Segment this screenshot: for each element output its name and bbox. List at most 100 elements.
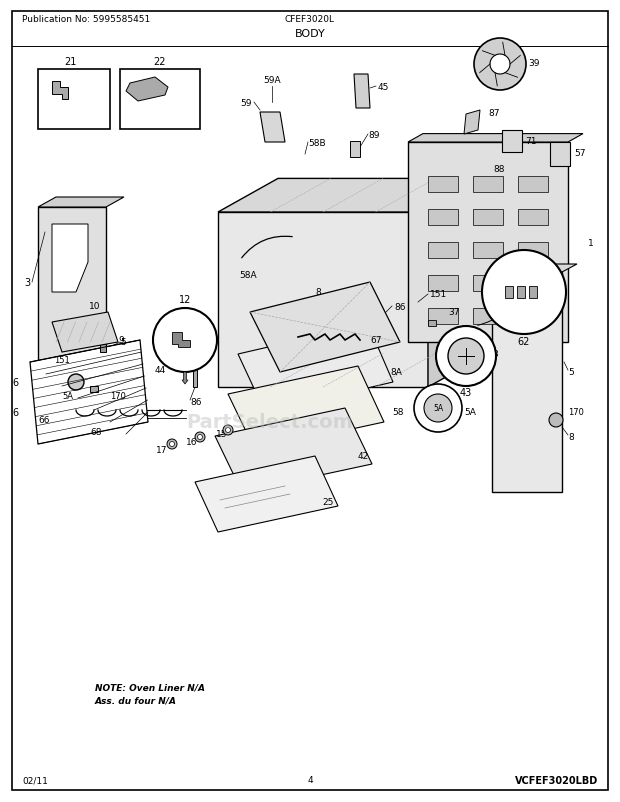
Polygon shape: [218, 213, 428, 387]
Polygon shape: [550, 143, 570, 167]
Text: 39: 39: [528, 59, 539, 67]
Polygon shape: [126, 78, 168, 102]
Polygon shape: [30, 341, 148, 444]
Bar: [518, 309, 548, 325]
Polygon shape: [238, 325, 393, 412]
Text: 89: 89: [368, 131, 379, 140]
Text: 170: 170: [568, 408, 584, 417]
Text: 44: 44: [327, 315, 339, 324]
Text: 9: 9: [118, 336, 124, 345]
Polygon shape: [52, 82, 68, 100]
Text: 5A: 5A: [63, 392, 74, 401]
Text: VCFEF3020LBD: VCFEF3020LBD: [515, 775, 598, 785]
Circle shape: [474, 39, 526, 91]
Text: 44: 44: [154, 366, 166, 375]
Text: 58: 58: [392, 408, 404, 417]
Polygon shape: [354, 75, 370, 109]
Text: Publication No: 5995585451: Publication No: 5995585451: [22, 15, 150, 25]
Text: 3: 3: [24, 277, 30, 288]
Circle shape: [414, 384, 462, 432]
Text: PartSelect.com: PartSelect.com: [187, 413, 353, 432]
Bar: [350, 142, 360, 158]
Text: 59: 59: [241, 99, 252, 107]
Bar: [518, 176, 548, 192]
Polygon shape: [260, 113, 285, 143]
Text: 21: 21: [64, 57, 76, 67]
Text: 58B: 58B: [308, 138, 326, 148]
Polygon shape: [228, 367, 384, 451]
Text: 17: 17: [156, 446, 168, 455]
Text: 8: 8: [568, 433, 574, 442]
Text: CFEF3020L: CFEF3020L: [285, 15, 335, 25]
Polygon shape: [408, 135, 583, 143]
Text: 5: 5: [568, 368, 574, 377]
Circle shape: [195, 432, 205, 443]
Bar: [100, 345, 106, 353]
Text: 25: 25: [322, 498, 334, 507]
Polygon shape: [52, 313, 118, 353]
Text: 3: 3: [492, 350, 498, 359]
Polygon shape: [428, 179, 488, 387]
Text: 5A: 5A: [433, 404, 443, 413]
Text: 86: 86: [394, 303, 405, 312]
Text: 71: 71: [525, 136, 536, 145]
Text: 45: 45: [378, 83, 389, 91]
Polygon shape: [52, 225, 88, 293]
Bar: [473, 309, 503, 325]
Bar: [428, 176, 458, 192]
Polygon shape: [250, 282, 400, 373]
Polygon shape: [218, 179, 488, 213]
Text: 87: 87: [488, 108, 500, 117]
Bar: [473, 276, 503, 292]
Bar: [428, 309, 458, 325]
Circle shape: [482, 251, 566, 334]
Bar: [505, 286, 513, 298]
Text: 88: 88: [493, 165, 505, 174]
Circle shape: [448, 338, 484, 375]
Text: 68: 68: [90, 428, 102, 437]
Bar: [529, 286, 537, 298]
Polygon shape: [38, 198, 124, 208]
Bar: [518, 276, 548, 292]
Text: 6: 6: [12, 378, 18, 387]
Circle shape: [198, 435, 203, 440]
Text: 59A: 59A: [263, 76, 281, 85]
Bar: [428, 243, 458, 259]
Bar: [492, 273, 562, 492]
FancyArrow shape: [182, 373, 188, 384]
Text: 5A: 5A: [464, 408, 476, 417]
Text: 1: 1: [588, 238, 594, 247]
Polygon shape: [464, 111, 480, 135]
Text: 151: 151: [430, 290, 447, 299]
Text: 8A: 8A: [390, 368, 402, 377]
Text: 4: 4: [307, 776, 313, 784]
Text: Ass. du four N/A: Ass. du four N/A: [95, 695, 177, 705]
Circle shape: [223, 426, 233, 435]
Bar: [428, 276, 458, 292]
Bar: [518, 210, 548, 225]
Bar: [473, 243, 503, 259]
Polygon shape: [38, 208, 106, 373]
Bar: [428, 321, 436, 326]
Circle shape: [68, 375, 84, 391]
Bar: [473, 210, 503, 225]
Bar: [38, 70, 110, 130]
Polygon shape: [172, 333, 190, 347]
Polygon shape: [278, 179, 488, 354]
Circle shape: [424, 395, 452, 423]
Text: 37: 37: [448, 308, 459, 317]
Polygon shape: [502, 131, 522, 153]
Text: 10: 10: [89, 302, 100, 310]
Text: 18: 18: [317, 295, 329, 304]
Text: 62: 62: [518, 337, 530, 346]
Polygon shape: [408, 143, 568, 342]
Circle shape: [169, 442, 174, 447]
Text: 86: 86: [190, 398, 202, 407]
Text: 170: 170: [110, 392, 126, 401]
Text: 42: 42: [358, 452, 370, 461]
Text: 151: 151: [54, 356, 70, 365]
Text: 8: 8: [315, 288, 321, 297]
Text: 43: 43: [460, 387, 472, 398]
Text: 58A: 58A: [239, 270, 257, 280]
Bar: [517, 286, 525, 298]
